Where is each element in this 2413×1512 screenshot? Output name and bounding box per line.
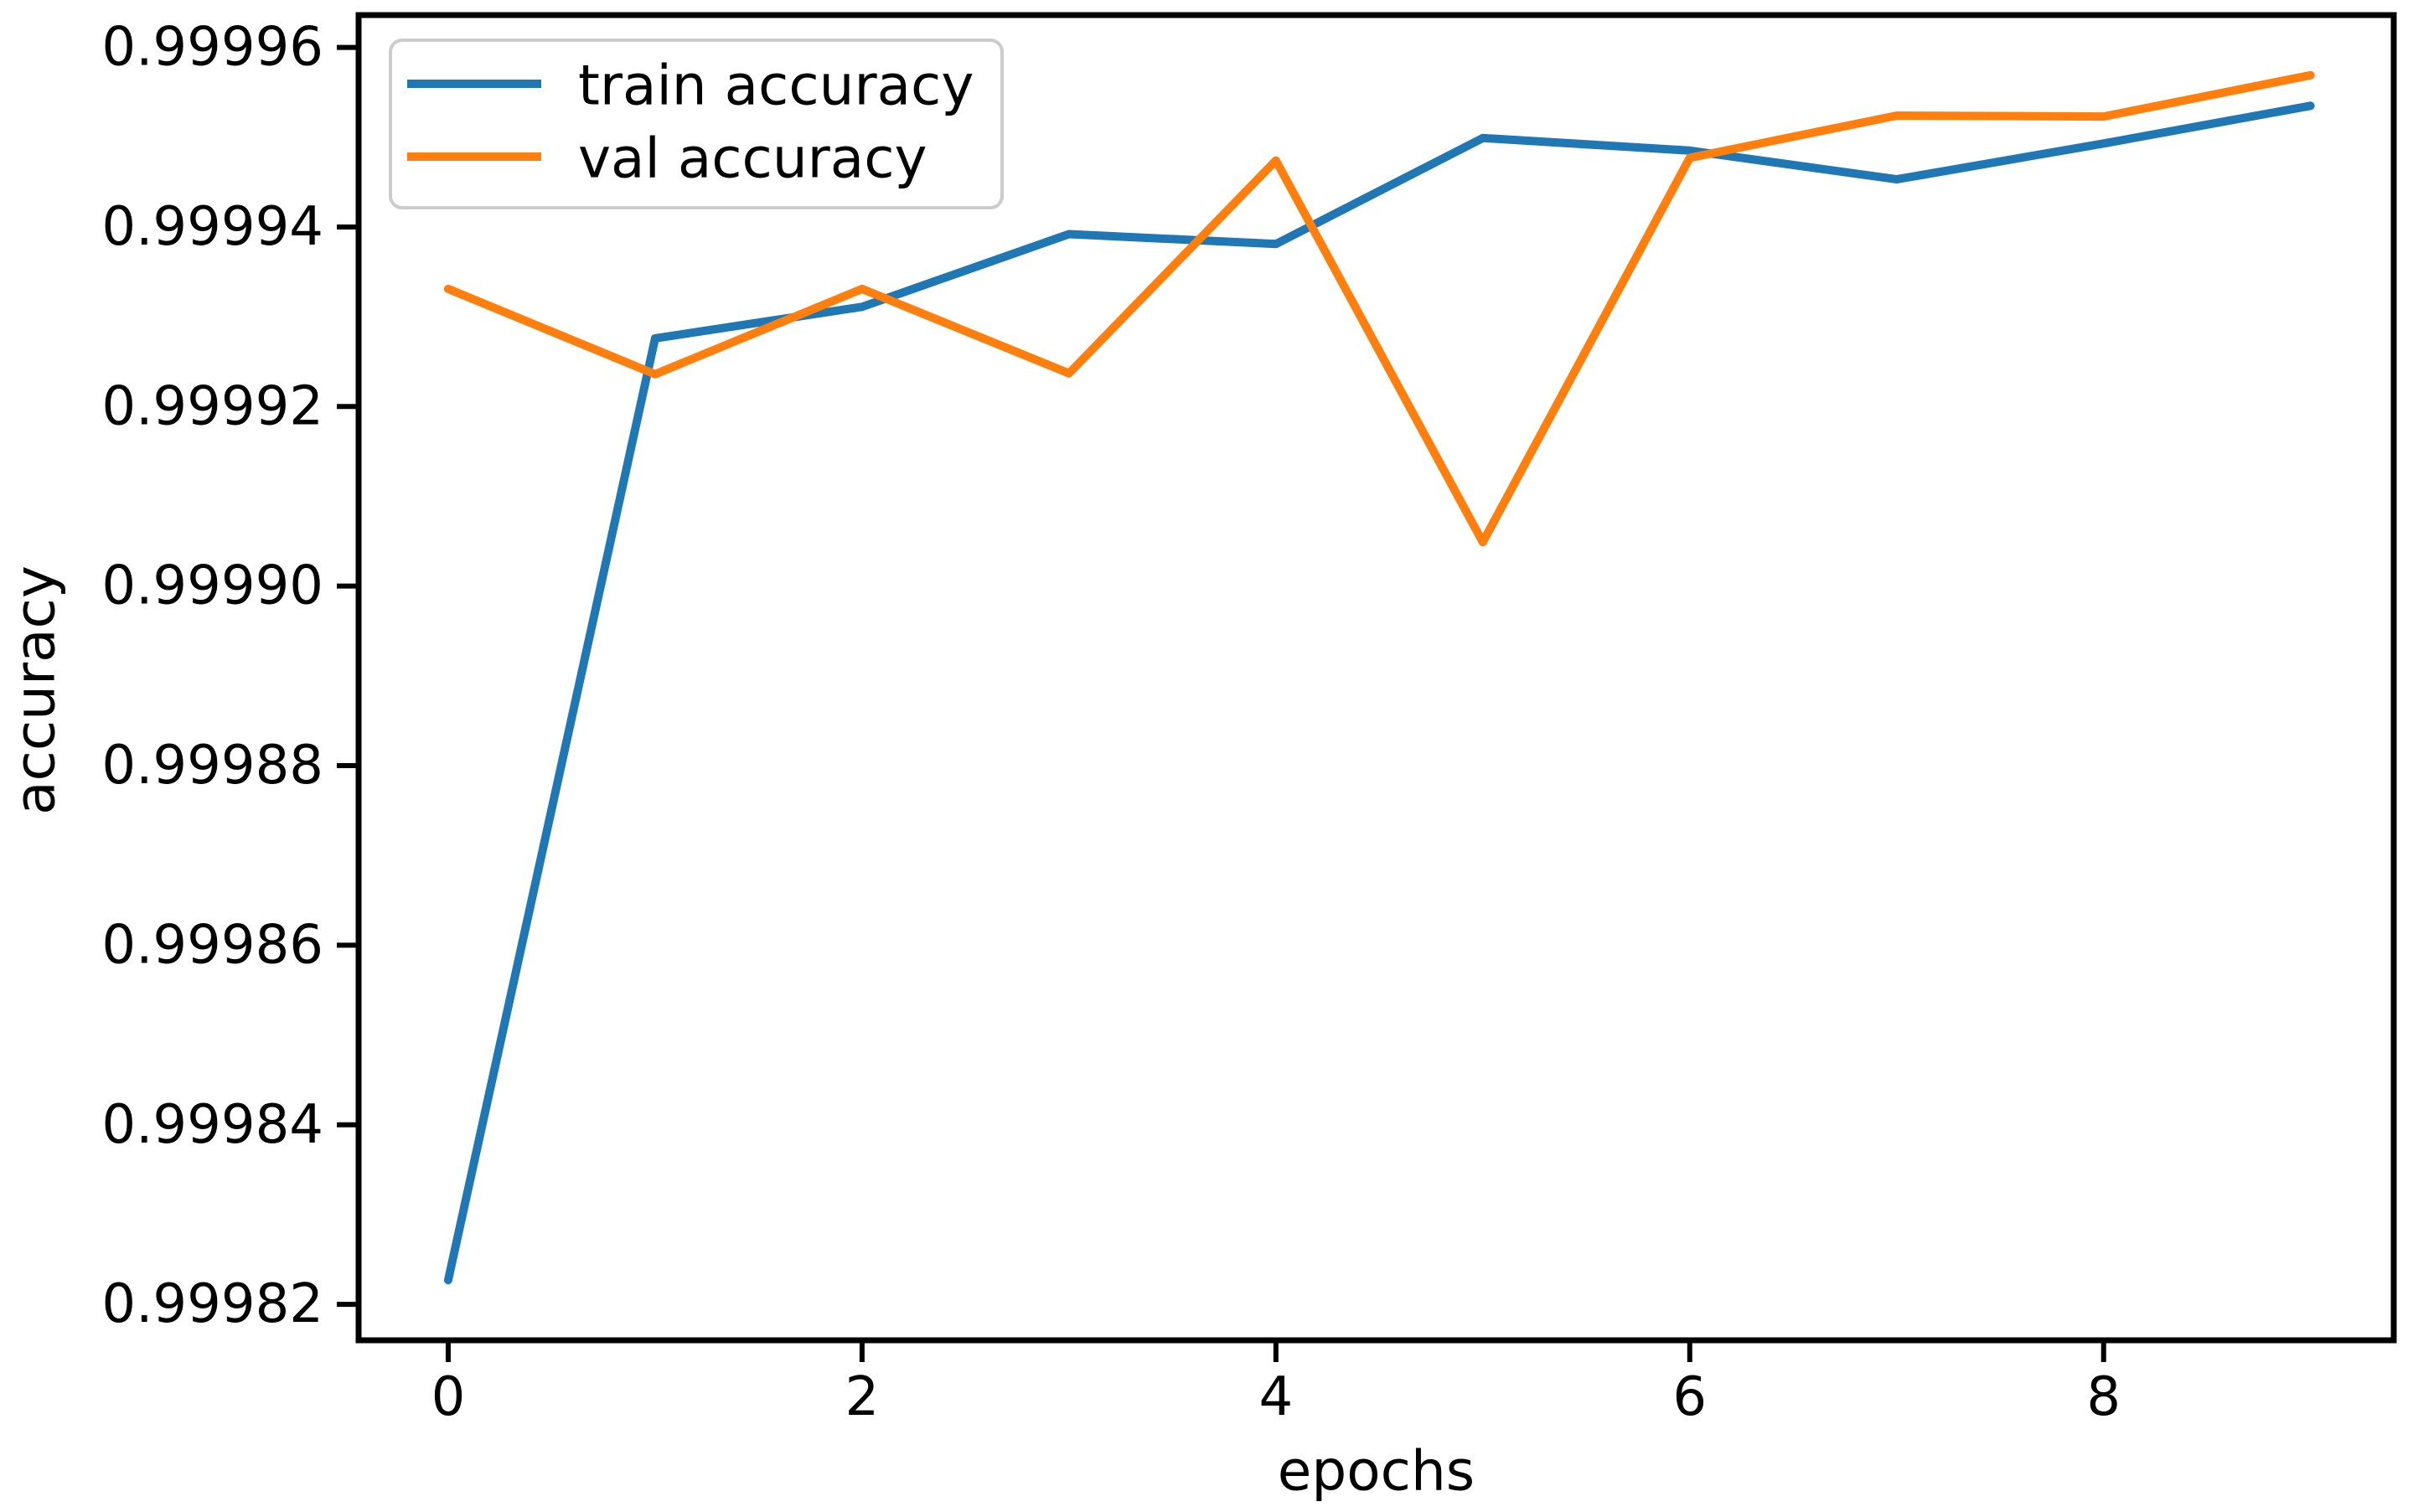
y-tick-label: 0.99982	[101, 1273, 323, 1335]
y-tick-label: 0.99990	[101, 555, 323, 617]
y-axis-label: accuracy	[3, 565, 68, 815]
plot-border	[355, 12, 2397, 1344]
x-tick-label: 0	[431, 1366, 466, 1428]
x-tick-label: 4	[1258, 1366, 1293, 1428]
x-axis-label: epochs	[1278, 1439, 1475, 1504]
y-tick-label: 0.99994	[101, 196, 323, 258]
y-tick-label: 0.99984	[101, 1094, 323, 1156]
legend-label: val accuracy	[578, 126, 927, 191]
x-tick-label: 6	[1672, 1366, 1707, 1428]
series-line-train-accuracy	[443, 101, 2315, 1285]
x-tick-label: 2	[845, 1366, 880, 1428]
y-tick-label: 0.99986	[101, 914, 323, 976]
y-tick-label: 0.99996	[101, 17, 323, 79]
legend-box	[389, 39, 1004, 209]
legend-label: train accuracy	[578, 54, 974, 118]
series-line-val-accuracy	[443, 70, 2315, 547]
y-tick-label: 0.99988	[101, 735, 323, 797]
x-tick-label: 8	[2086, 1366, 2121, 1428]
y-tick-label: 0.99992	[101, 375, 323, 437]
